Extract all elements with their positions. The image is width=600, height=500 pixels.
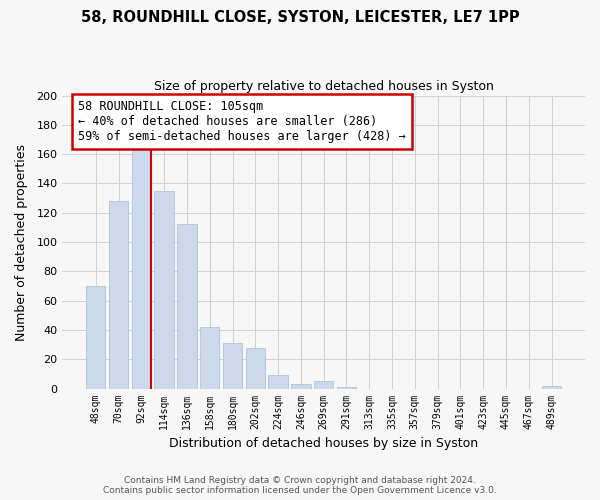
Bar xyxy=(337,387,356,388)
Text: 58, ROUNDHILL CLOSE, SYSTON, LEICESTER, LE7 1PP: 58, ROUNDHILL CLOSE, SYSTON, LEICESTER, … xyxy=(80,10,520,25)
Bar xyxy=(314,381,334,388)
Bar xyxy=(542,386,561,388)
Bar xyxy=(245,348,265,389)
Bar xyxy=(154,191,174,388)
Bar xyxy=(268,376,288,388)
Bar xyxy=(177,224,197,388)
Bar xyxy=(109,201,128,388)
Title: Size of property relative to detached houses in Syston: Size of property relative to detached ho… xyxy=(154,80,494,93)
X-axis label: Distribution of detached houses by size in Syston: Distribution of detached houses by size … xyxy=(169,437,478,450)
Y-axis label: Number of detached properties: Number of detached properties xyxy=(15,144,28,340)
Text: 58 ROUNDHILL CLOSE: 105sqm
← 40% of detached houses are smaller (286)
59% of sem: 58 ROUNDHILL CLOSE: 105sqm ← 40% of deta… xyxy=(78,100,406,143)
Bar xyxy=(291,384,311,388)
Bar xyxy=(86,286,106,388)
Bar xyxy=(200,327,220,388)
Text: Contains HM Land Registry data © Crown copyright and database right 2024.
Contai: Contains HM Land Registry data © Crown c… xyxy=(103,476,497,495)
Bar xyxy=(131,150,151,388)
Bar xyxy=(223,343,242,388)
